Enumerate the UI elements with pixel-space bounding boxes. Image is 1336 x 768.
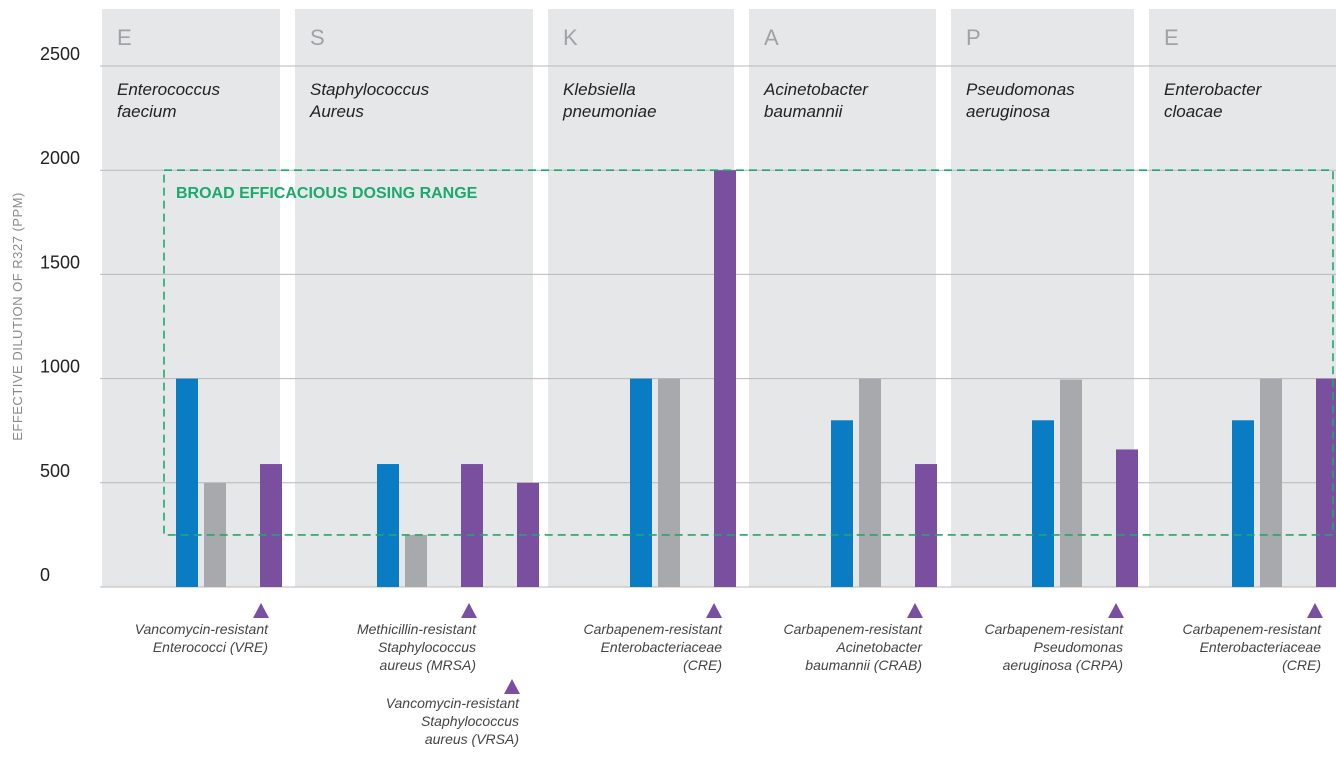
bar-2-purple-4 (517, 482, 539, 587)
y-tick-label-500: 500 (40, 461, 70, 481)
bar-3-blue-1 (630, 378, 652, 587)
bar-5-purple-3 (1116, 449, 1138, 587)
group-letter-6: E (1164, 25, 1179, 50)
resistance-marker-2-2 (504, 679, 520, 694)
organism-name-line1-1: Enterococcus (117, 80, 220, 99)
resistance-note-6-1-line-3: (CRE) (1282, 657, 1321, 673)
bar-2-gray-2 (405, 534, 427, 587)
bar-6-blue-1 (1232, 420, 1254, 587)
y-tick-label-2000: 2000 (40, 148, 80, 168)
dosing-range-annotation: BROAD EFFICACIOUS DOSING RANGE (163, 169, 1334, 536)
bar-2-blue-1 (377, 464, 399, 587)
resistance-note-5-1-line-1: Carbapenem-resistant (984, 621, 1124, 637)
resistance-marker-5-1 (1108, 603, 1124, 618)
organism-name-line2-1: faecium (117, 102, 177, 121)
organism-name-line1-6: Enterobacter (1164, 80, 1263, 99)
organism-name-line1-2: Staphylococcus (310, 80, 430, 99)
resistance-note-2-1-line-1: Methicillin-resistant (357, 621, 477, 637)
bar-1-gray-2 (204, 482, 226, 587)
bar-5-blue-1 (1032, 420, 1054, 587)
bar-3-gray-2 (658, 378, 680, 587)
resistance-note-1-1-line-2: Enterococci (VRE) (153, 639, 268, 655)
organism-name-line2-2: Aureus (309, 102, 364, 121)
resistance-note-2-1-line-2: Staphylococcus (378, 639, 476, 655)
organism-name-line2-4: baumannii (764, 102, 844, 121)
bar-1-blue-1 (176, 378, 198, 587)
resistance-note-6-1-line-1: Carbapenem-resistant (1182, 621, 1322, 637)
organism-name-line1-4: Acinetobacter (763, 80, 869, 99)
bar-2-purple-3 (461, 464, 483, 587)
resistance-marker-4-1 (907, 603, 923, 618)
resistance-note-2-2-line-2: Staphylococcus (421, 713, 519, 729)
resistance-note-6-1-line-2: Enterobacteriaceae (1200, 639, 1322, 655)
bar-4-gray-2 (859, 378, 881, 587)
y-tick-label-0: 0 (40, 565, 50, 585)
bar-6-gray-2 (1260, 378, 1282, 587)
group-panel-2 (295, 9, 533, 587)
group-letter-1: E (117, 25, 132, 50)
group-letter-2: S (310, 25, 325, 50)
bar-4-purple-3 (915, 464, 937, 587)
labels: 0 500 1000 1500 2000 2500 EFFECTIVE DILUTION O… (10, 25, 1323, 747)
bar-4-blue-1 (831, 420, 853, 587)
organism-name-line1-5: Pseudomonas (966, 80, 1075, 99)
organism-name-line2-5: aeruginosa (966, 102, 1050, 121)
organism-name-line1-3: Klebsiella (563, 80, 636, 99)
group-letter-3: K (563, 25, 578, 50)
group-letter-4: A (764, 25, 779, 50)
organism-name-line2-3: pneumoniae (562, 102, 657, 121)
bar-5-gray-2 (1060, 379, 1082, 587)
resistance-note-3-1-line-3: (CRE) (683, 657, 722, 673)
resistance-note-4-1-line-3: baumannii (CRAB) (805, 657, 922, 673)
resistance-marker-6-1 (1307, 603, 1323, 618)
resistance-note-3-1-line-1: Carbapenem-resistant (583, 621, 723, 637)
resistance-note-5-1-line-3: aeruginosa (CRPA) (1003, 657, 1123, 673)
resistance-note-5-1-line-2: Pseudomonas (1033, 639, 1123, 655)
y-tick-label-2500: 2500 (40, 44, 80, 64)
resistance-note-3-1-line-2: Enterobacteriaceae (601, 639, 723, 655)
resistance-note-2-2-line-3: aureus (VRSA) (425, 731, 519, 747)
bar-3-purple-3 (714, 170, 736, 587)
resistance-note-2-1-line-3: aureus (MRSA) (380, 657, 476, 673)
resistance-note-4-1-line-1: Carbapenem-resistant (783, 621, 923, 637)
resistance-marker-2-1 (461, 603, 477, 618)
y-tick-label-1000: 1000 (40, 357, 80, 377)
resistance-note-4-1-line-2: Acinetobacter (835, 639, 923, 655)
y-tick-label-1500: 1500 (40, 252, 80, 272)
group-letter-5: P (966, 25, 981, 50)
resistance-note-1-1-line-1: Vancomycin-resistant (135, 621, 269, 637)
bar-1-purple-3 (260, 464, 282, 587)
resistance-note-2-2-line-1: Vancomycin-resistant (386, 695, 520, 711)
resistance-marker-1-1 (253, 603, 269, 618)
organism-name-line2-6: cloacae (1164, 102, 1223, 121)
bars (176, 170, 1336, 587)
dosing-range-label: BROAD EFFICACIOUS DOSING RANGE (176, 185, 478, 202)
y-axis-label: EFFECTIVE DILUTION OF R327 (PPM) (10, 192, 25, 441)
resistance-marker-3-1 (706, 603, 722, 618)
